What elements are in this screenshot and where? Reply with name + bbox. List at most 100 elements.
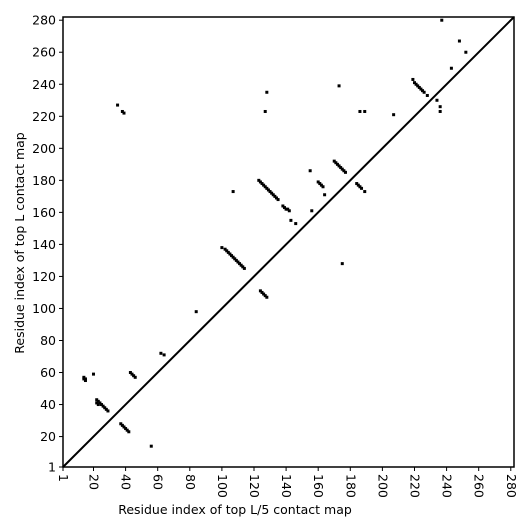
contact-point — [412, 81, 416, 85]
contact-point — [234, 258, 238, 262]
contact-point — [425, 93, 429, 97]
contact-point — [271, 193, 275, 197]
contact-point — [335, 162, 339, 166]
contact-point — [419, 87, 423, 91]
contact-point — [128, 371, 132, 375]
x-tick-label: 240 — [440, 474, 455, 498]
contact-point — [276, 198, 280, 202]
contact-point — [356, 183, 360, 187]
contact-point — [262, 183, 266, 187]
contact-point — [358, 185, 362, 189]
diagonal-line — [62, 16, 515, 468]
contact-point — [273, 194, 277, 198]
contact-point — [281, 204, 285, 208]
contact-point — [286, 207, 290, 211]
contact-point — [284, 207, 288, 211]
y-tick-label: 260 — [32, 45, 56, 60]
y-tick-label: 20 — [40, 429, 56, 444]
contact-point — [96, 399, 100, 403]
contact-point — [457, 39, 461, 43]
contact-point — [355, 182, 359, 186]
x-tick-label: 200 — [375, 474, 390, 498]
contact-point — [258, 180, 262, 184]
contact-point — [226, 250, 230, 254]
contact-point — [120, 423, 124, 427]
contact-point — [323, 193, 327, 197]
contact-point — [133, 375, 137, 379]
y-tick-label: 120 — [32, 269, 56, 284]
contact-point — [96, 403, 100, 407]
contact-point — [310, 209, 314, 213]
contact-point — [149, 444, 153, 448]
contact-point — [233, 257, 237, 261]
contact-point — [101, 404, 105, 408]
x-tick-label: 60 — [151, 474, 166, 490]
contact-point — [274, 196, 278, 200]
contact-point — [100, 403, 104, 407]
contact-point — [343, 170, 347, 174]
contact-point — [236, 260, 240, 264]
contact-point — [82, 377, 86, 381]
contact-point — [132, 374, 136, 378]
x-tick-label: 160 — [311, 474, 326, 498]
contact-point — [122, 425, 126, 429]
contact-point — [411, 77, 415, 81]
x-tick-label: 120 — [247, 474, 262, 498]
contact-point — [340, 167, 344, 171]
x-tick-label: 280 — [504, 474, 519, 498]
contact-point — [257, 178, 261, 182]
contact-point — [265, 90, 269, 94]
contact-point — [265, 186, 269, 190]
contact-point — [266, 188, 270, 192]
contact-point — [260, 290, 264, 294]
contact-point — [230, 254, 234, 258]
y-tick-label: 60 — [40, 365, 56, 380]
contact-point — [435, 98, 439, 102]
y-tick-label: 100 — [32, 301, 56, 316]
contact-point — [265, 295, 269, 299]
contact-point — [332, 159, 336, 163]
contact-point — [422, 90, 426, 94]
contact-point — [337, 164, 341, 168]
contact-point — [83, 377, 87, 381]
y-tick-label: 80 — [40, 333, 56, 348]
plot-frame — [62, 16, 515, 468]
contact-point — [337, 84, 341, 88]
contact-point — [340, 262, 344, 266]
y-tick-label: 160 — [32, 205, 56, 220]
x-tick-label: 20 — [86, 474, 101, 490]
contact-point — [116, 103, 120, 107]
contact-point — [417, 85, 421, 89]
contact-point — [223, 247, 227, 251]
contact-point — [360, 186, 364, 190]
contact-point — [262, 292, 266, 296]
contact-point — [242, 266, 246, 270]
contact-point — [421, 89, 425, 93]
contact-point — [308, 169, 312, 173]
contact-point — [440, 18, 444, 22]
contact-point — [318, 182, 322, 186]
contact-point — [270, 191, 274, 195]
contact-point — [231, 255, 235, 259]
contact-point — [122, 111, 126, 115]
contact-point — [287, 209, 291, 213]
y-axis-label: Residue index of top L contact map — [12, 132, 27, 353]
y-tick-label: 40 — [40, 397, 56, 412]
x-tick-label: 80 — [183, 474, 198, 490]
x-tick-label: 1 — [56, 474, 71, 482]
contact-point — [103, 406, 107, 410]
contact-point — [416, 84, 420, 88]
contact-point — [263, 109, 267, 113]
contact-point — [438, 105, 442, 109]
contact-point — [120, 109, 124, 113]
contact-point — [392, 113, 396, 117]
contact-point — [260, 182, 264, 186]
y-tick-label: 1 — [48, 460, 56, 475]
x-axis-label: Residue index of top L/5 contact map — [118, 502, 352, 517]
contact-point — [363, 109, 367, 113]
contact-point — [106, 409, 110, 413]
contact-point — [334, 161, 338, 165]
x-tick-label: 40 — [119, 474, 134, 490]
contact-point — [162, 353, 166, 357]
